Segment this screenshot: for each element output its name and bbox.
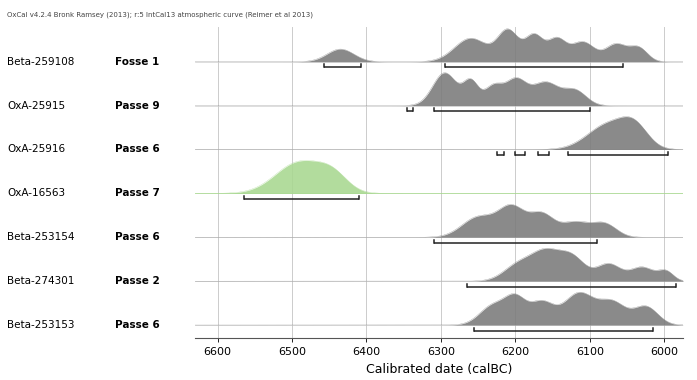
Text: Beta-274301: Beta-274301 [7,276,75,286]
Text: Passe 6: Passe 6 [115,320,160,330]
Text: Passe 7: Passe 7 [115,188,160,198]
Text: Beta-253153: Beta-253153 [7,320,75,330]
Text: Fosse 1: Fosse 1 [115,57,159,67]
Text: Beta-259108: Beta-259108 [7,57,75,67]
Text: Passe 6: Passe 6 [115,232,160,242]
Text: OxA-25916: OxA-25916 [7,144,65,155]
Text: OxA-25915: OxA-25915 [7,101,65,111]
Text: Passe 9: Passe 9 [115,101,160,111]
Text: OxA-16563: OxA-16563 [7,188,65,198]
Text: Beta-253154: Beta-253154 [7,232,75,242]
Text: Passe 2: Passe 2 [115,276,160,286]
Text: OxCal v4.2.4 Bronk Ramsey (2013); r:5 IntCal13 atmospheric curve (Reimer et al 2: OxCal v4.2.4 Bronk Ramsey (2013); r:5 In… [7,11,313,18]
Text: Passe 6: Passe 6 [115,144,160,155]
X-axis label: Calibrated date (calBC): Calibrated date (calBC) [366,363,512,376]
